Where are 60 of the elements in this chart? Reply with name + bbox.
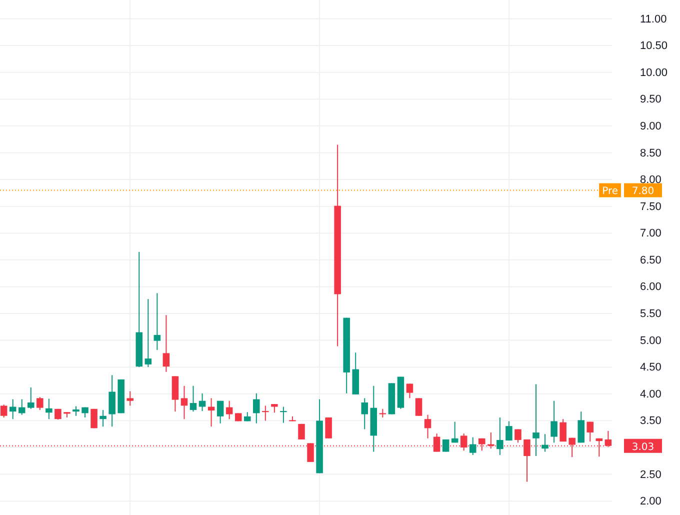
candlestick bbox=[162, 314, 170, 372]
candlestick bbox=[451, 421, 458, 444]
y-tick-label: 5.00 bbox=[640, 334, 662, 347]
y-tick-label: 3.50 bbox=[640, 415, 662, 428]
ref-line-label: Pre bbox=[602, 186, 618, 198]
y-tick-label: 7.50 bbox=[640, 200, 662, 213]
y-tick-label: 10.50 bbox=[640, 40, 668, 52]
y-tick-label: 4.50 bbox=[640, 362, 662, 374]
candlestick bbox=[442, 438, 450, 452]
candlestick bbox=[253, 392, 260, 424]
y-tick-label: 2.00 bbox=[640, 496, 662, 508]
candlestick bbox=[406, 383, 414, 399]
y-tick-label: 9.50 bbox=[640, 94, 662, 106]
candlestick bbox=[18, 398, 26, 416]
y-tick-label: 8.50 bbox=[640, 147, 662, 160]
y-tick-label: 9.00 bbox=[640, 120, 662, 132]
candlestick bbox=[514, 428, 522, 444]
candlestick bbox=[100, 409, 106, 428]
candlestick bbox=[108, 374, 116, 428]
text: 7.80 bbox=[632, 186, 654, 198]
y-tick-label: 5.50 bbox=[640, 308, 662, 320]
candlestick bbox=[0, 404, 8, 418]
candlestick bbox=[226, 400, 233, 420]
y-tick-label: 6.50 bbox=[640, 254, 662, 266]
candlestick bbox=[578, 411, 584, 444]
candlestick bbox=[216, 400, 224, 424]
y-tick-label: 6.00 bbox=[640, 281, 662, 294]
candlestick bbox=[172, 376, 179, 412]
y-tick-label: 7.00 bbox=[640, 228, 662, 240]
y-tick-label: 11.00 bbox=[640, 13, 667, 26]
candlestick bbox=[415, 398, 422, 416]
candlestick bbox=[542, 434, 548, 452]
candlestick bbox=[298, 423, 305, 440]
candlestick bbox=[469, 436, 476, 456]
candlestick bbox=[586, 421, 594, 442]
candlestick bbox=[496, 416, 504, 456]
candlestick bbox=[325, 416, 332, 439]
candlestick bbox=[36, 396, 44, 410]
candlestick bbox=[190, 385, 197, 412]
y-tick-label: 2.50 bbox=[640, 468, 662, 481]
candlestick bbox=[9, 398, 16, 420]
candlestick bbox=[424, 414, 432, 439]
candlestick bbox=[46, 398, 52, 420]
candlestick bbox=[280, 406, 287, 424]
candlestick bbox=[144, 298, 152, 368]
candlestick bbox=[506, 420, 512, 442]
candlestick bbox=[550, 400, 558, 444]
candlestick bbox=[154, 292, 161, 350]
candlestick bbox=[72, 406, 80, 416]
candlestick bbox=[28, 386, 34, 410]
candlestick bbox=[560, 418, 566, 442]
candlestick bbox=[208, 398, 215, 428]
y-tick-label: 10.00 bbox=[640, 66, 668, 79]
candlestick bbox=[361, 398, 368, 430]
candlestick bbox=[126, 390, 134, 406]
candlestick bbox=[262, 405, 269, 422]
y-tick-label: 4.00 bbox=[640, 388, 662, 400]
text: 3.03 bbox=[632, 442, 654, 453]
candlestick bbox=[180, 385, 188, 420]
candlestick bbox=[532, 384, 540, 457]
